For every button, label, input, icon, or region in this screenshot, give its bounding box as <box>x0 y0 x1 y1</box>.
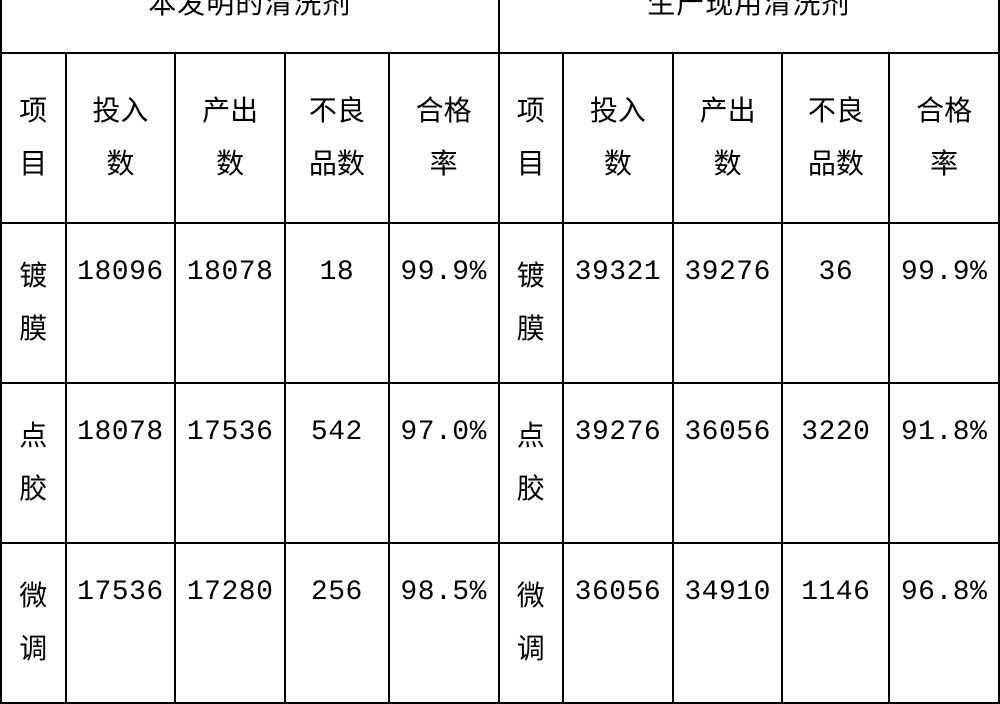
col-header-project-left: 项目 <box>1 53 66 223</box>
cell-rate: 91.8% <box>889 383 999 543</box>
comparison-table: 本发明的清洗剂 生产现用清洗剂 项目 投入数 产出数 不良品数 合格率 项目 投… <box>0 0 1000 704</box>
cell-output: 36056 <box>673 383 783 543</box>
cell-input: 36056 <box>563 543 673 703</box>
group-header-row: 本发明的清洗剂 生产现用清洗剂 <box>1 0 999 53</box>
table-row: 微调 17536 17280 256 98.5% 微调 36056 34910 … <box>1 543 999 703</box>
cell-input: 18096 <box>66 223 176 383</box>
cell-project: 镀膜 <box>1 223 66 383</box>
cell-rate: 99.9% <box>889 223 999 383</box>
cell-defects: 3220 <box>782 383 889 543</box>
group-header-left: 本发明的清洗剂 <box>1 0 499 53</box>
column-header-row: 项目 投入数 产出数 不良品数 合格率 项目 投入数 产出数 不良品数 合格率 <box>1 53 999 223</box>
cell-output: 39276 <box>673 223 783 383</box>
cell-project: 微调 <box>1 543 66 703</box>
col-header-input-right: 投入数 <box>563 53 673 223</box>
cell-project: 微调 <box>499 543 564 703</box>
cell-output: 18078 <box>175 223 285 383</box>
col-header-output-left: 产出数 <box>175 53 285 223</box>
table-row: 镀膜 18096 18078 18 99.9% 镀膜 39321 39276 3… <box>1 223 999 383</box>
cell-defects: 256 <box>285 543 389 703</box>
cell-defects: 1146 <box>782 543 889 703</box>
cell-defects: 18 <box>285 223 389 383</box>
cell-input: 39321 <box>563 223 673 383</box>
cell-input: 17536 <box>66 543 176 703</box>
group-header-right: 生产现用清洗剂 <box>499 0 1000 53</box>
col-header-rate-right: 合格率 <box>889 53 999 223</box>
cell-project: 点胶 <box>499 383 564 543</box>
cell-output: 17536 <box>175 383 285 543</box>
cell-defects: 542 <box>285 383 389 543</box>
col-header-defects-right: 不良品数 <box>782 53 889 223</box>
cell-project: 镀膜 <box>499 223 564 383</box>
cell-rate: 97.0% <box>389 383 499 543</box>
cell-input: 18078 <box>66 383 176 543</box>
col-header-project-right: 项目 <box>499 53 564 223</box>
cell-input: 39276 <box>563 383 673 543</box>
col-header-defects-left: 不良品数 <box>285 53 389 223</box>
table-body: 镀膜 18096 18078 18 99.9% 镀膜 39321 39276 3… <box>1 223 999 703</box>
cell-rate: 99.9% <box>389 223 499 383</box>
cell-rate: 98.5% <box>389 543 499 703</box>
cell-output: 34910 <box>673 543 783 703</box>
col-header-output-right: 产出数 <box>673 53 783 223</box>
cell-rate: 96.8% <box>889 543 999 703</box>
cell-project: 点胶 <box>1 383 66 543</box>
col-header-rate-left: 合格率 <box>389 53 499 223</box>
cell-output: 17280 <box>175 543 285 703</box>
cell-defects: 36 <box>782 223 889 383</box>
table-row: 点胶 18078 17536 542 97.0% 点胶 39276 36056 … <box>1 383 999 543</box>
col-header-input-left: 投入数 <box>66 53 176 223</box>
